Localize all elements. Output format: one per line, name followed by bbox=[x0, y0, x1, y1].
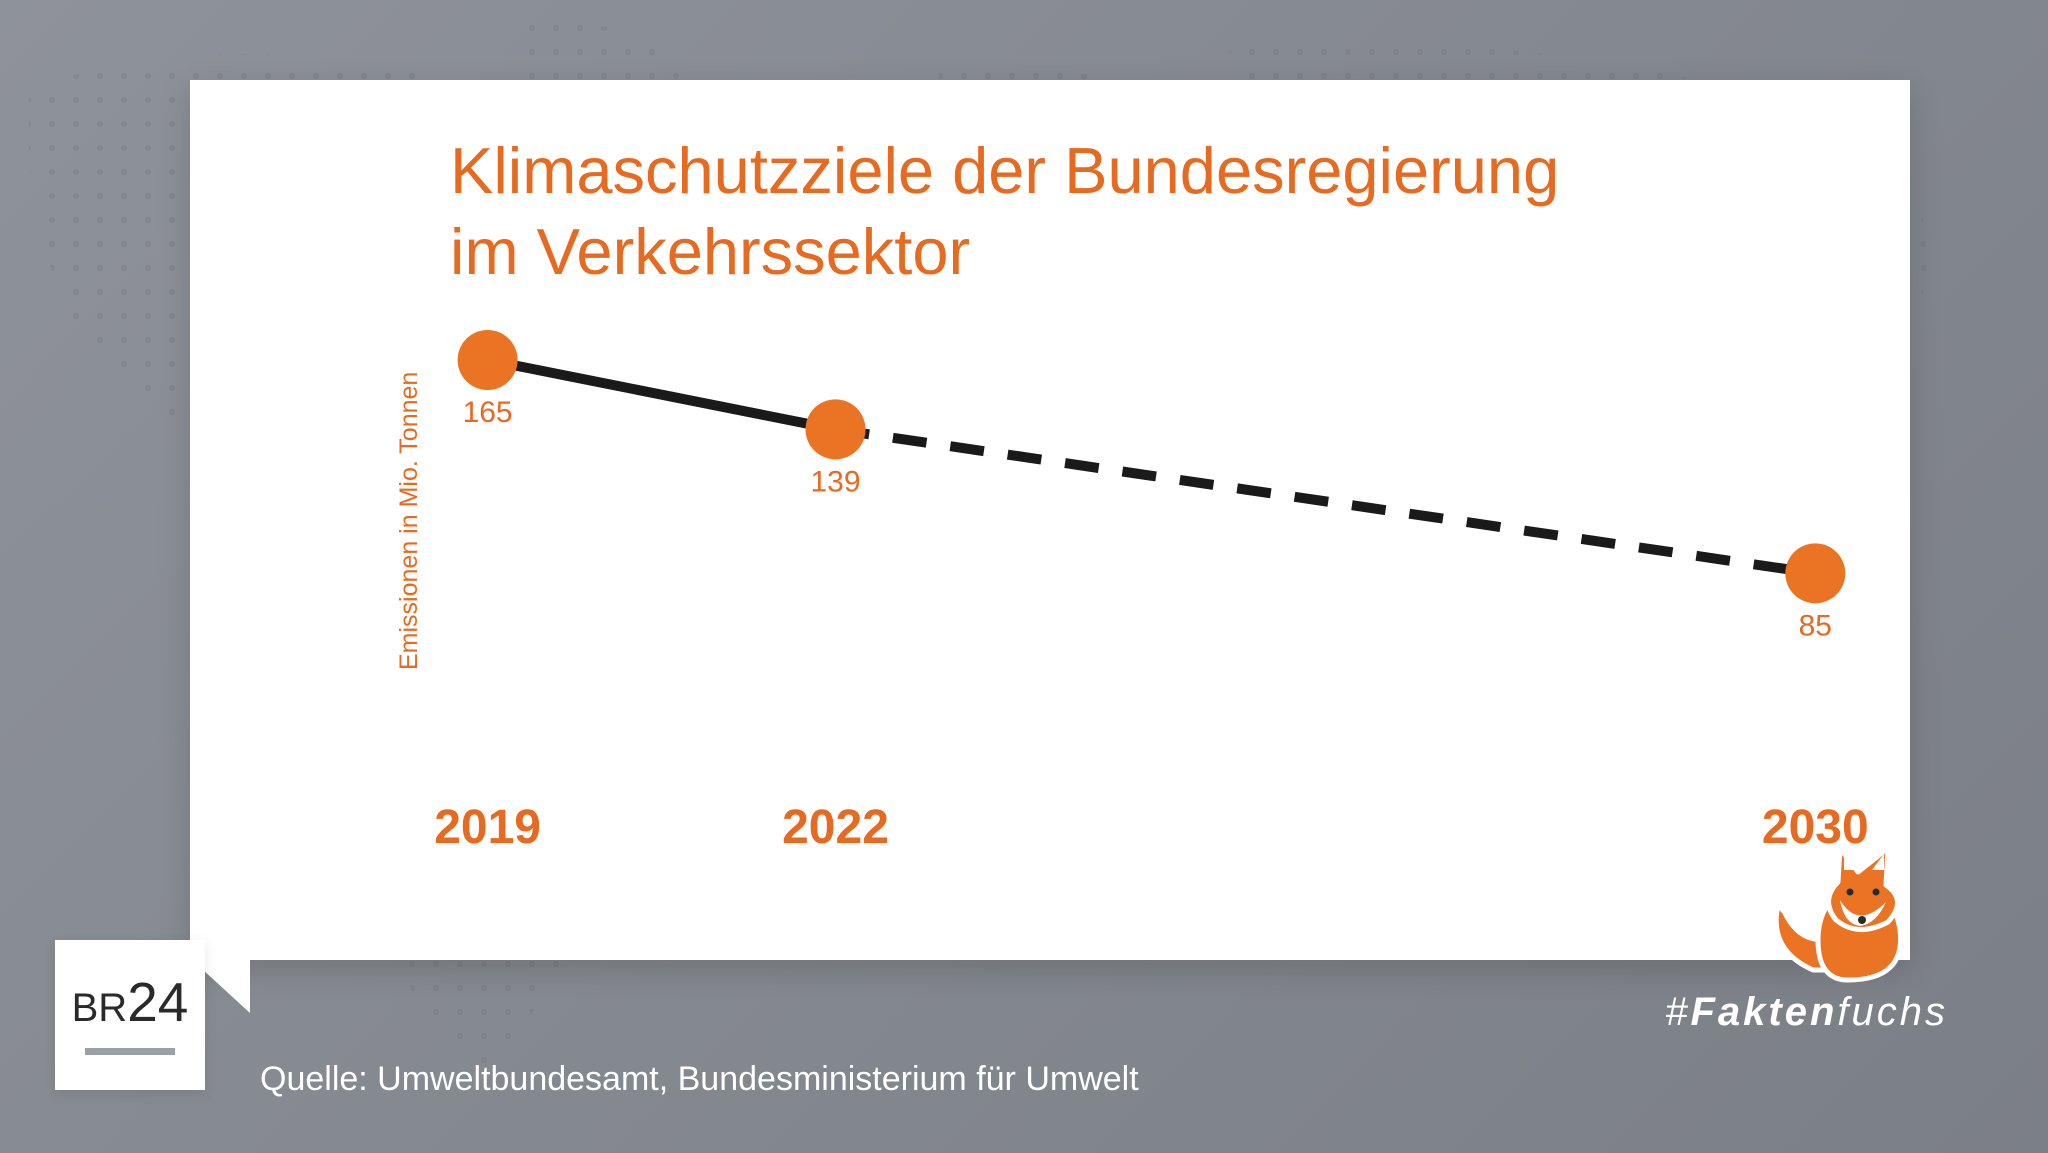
chart-line-segment bbox=[488, 360, 836, 429]
br24-text-1: BR bbox=[72, 986, 128, 1030]
chart-marker bbox=[1785, 543, 1845, 603]
chart-marker bbox=[458, 330, 518, 390]
y-axis-label: Emissionen in Mio. Tonnen bbox=[395, 372, 424, 670]
hashtag-light: fuchs bbox=[1837, 990, 1948, 1034]
chart-card: Klimaschutzziele der Bundesregierung im … bbox=[190, 80, 1910, 960]
br24-text-2: 24 bbox=[127, 971, 188, 1033]
br24-logo-text: BR24 bbox=[72, 975, 189, 1030]
source-citation: Quelle: Umweltbundesamt, Bundesministeri… bbox=[260, 1060, 1139, 1099]
x-axis-labels: 201920222030 bbox=[445, 800, 1865, 860]
hashtag-bold: Fakten bbox=[1690, 990, 1837, 1034]
chart-value-label: 165 bbox=[463, 396, 513, 429]
chart-value-label: 139 bbox=[810, 465, 860, 498]
fox-icon bbox=[1758, 830, 1928, 990]
x-axis-tick-label: 2019 bbox=[434, 800, 541, 855]
hashtag-label: #Faktenfuchs bbox=[1665, 990, 1948, 1035]
chart-line-segment bbox=[836, 429, 1816, 573]
chart-value-label: 85 bbox=[1799, 609, 1832, 642]
chart-title-line1: Klimaschutzziele der Bundesregierung bbox=[450, 134, 1559, 207]
br24-logo-underline bbox=[85, 1048, 175, 1055]
infographic-stage: Klimaschutzziele der Bundesregierung im … bbox=[0, 0, 2048, 1153]
br24-logo: BR24 bbox=[55, 940, 205, 1090]
chart-title-line2: im Verkehrssektor bbox=[450, 215, 970, 288]
x-axis-tick-label: 2022 bbox=[782, 800, 889, 855]
hashtag-prefix: # bbox=[1665, 990, 1690, 1034]
chart-marker bbox=[806, 399, 866, 459]
chart-plot-area: 165 139 85 bbox=[445, 320, 1865, 800]
chart-title: Klimaschutzziele der Bundesregierung im … bbox=[450, 130, 1559, 293]
